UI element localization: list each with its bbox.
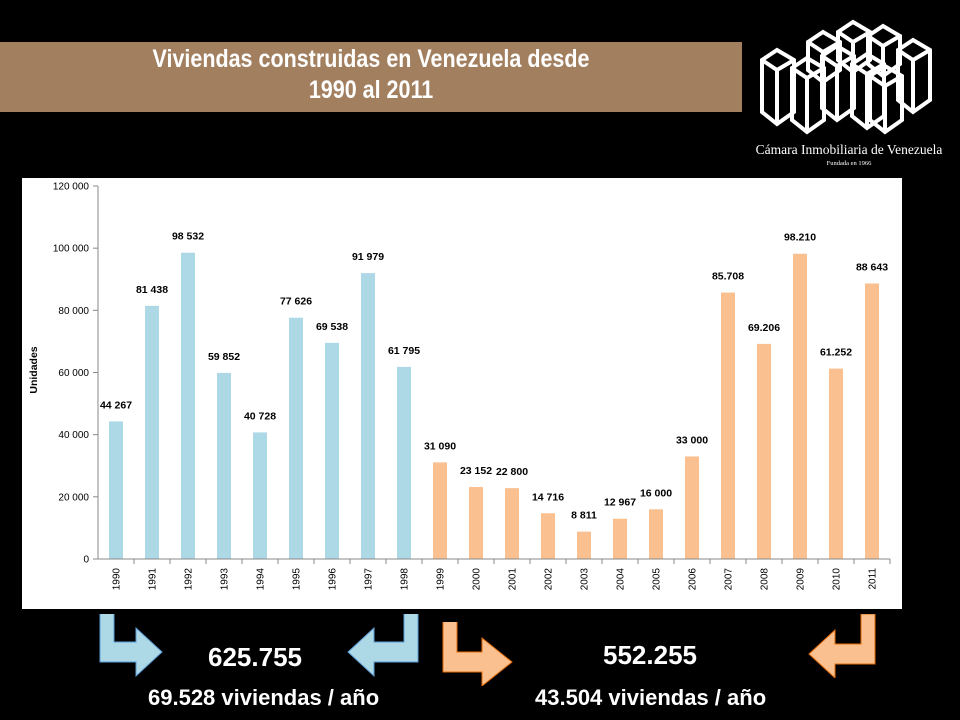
data-label-2007: 85.708 <box>712 271 744 283</box>
bar-2010 <box>829 369 843 559</box>
bar-1999 <box>433 462 447 559</box>
data-label-2009: 98.210 <box>784 232 816 244</box>
chart-title-line-1: Viviendas construidas en Venezuela desde <box>52 44 690 75</box>
bar-1991 <box>145 306 159 559</box>
x-tick-label: 2005 <box>652 568 663 591</box>
x-tick-label: 1994 <box>256 568 267 591</box>
y-tick-label: 120 000 <box>53 182 90 193</box>
bracket-arrow-left-icon <box>96 614 166 678</box>
y-tick-label: 0 <box>83 555 89 566</box>
x-tick-label: 1997 <box>364 568 375 591</box>
x-tick-label: 2001 <box>508 568 519 591</box>
data-label-1991: 81 438 <box>136 284 168 296</box>
bracket-arrow-period2-right-icon <box>805 614 881 678</box>
x-tick-label: 1990 <box>112 568 123 591</box>
bar-2005 <box>649 509 663 559</box>
stacked-cubes-logo-icon <box>748 16 948 146</box>
bar-1998 <box>397 367 411 559</box>
bar-2006 <box>685 456 699 559</box>
data-label-1990: 44 267 <box>100 399 132 411</box>
y-axis-title: Unidades <box>28 346 40 393</box>
chart-title: Viviendas construidas en Venezuela desde… <box>52 44 690 112</box>
data-label-2001: 22 800 <box>496 466 528 478</box>
bar-1996 <box>325 343 339 559</box>
data-label-2000: 23 152 <box>460 465 492 477</box>
bar-2008 <box>757 344 771 559</box>
x-tick-label: 2000 <box>472 568 483 591</box>
data-label-2003: 8 811 <box>571 510 597 522</box>
bracket-arrow-period2-left-icon <box>440 622 516 686</box>
chart-panel: Unidades 0 20 000 40 000 60 000 80 000 100 00… <box>22 178 902 609</box>
x-tick-label: 1992 <box>184 568 195 591</box>
bar-2009 <box>793 254 807 559</box>
data-label-2004: 12 967 <box>604 497 636 509</box>
x-tick-label: 2009 <box>796 568 807 591</box>
x-tick-label: 2004 <box>616 568 627 591</box>
data-label-2005: 16 000 <box>640 487 672 499</box>
x-tick-label: 1995 <box>292 568 303 591</box>
period2-total: 552.255 <box>575 640 725 671</box>
data-label-2011: 88 643 <box>856 261 888 273</box>
data-label-1999: 31 090 <box>424 440 456 452</box>
logo-founded: Fundada en 1966 <box>742 160 956 167</box>
bar-1990 <box>109 421 123 559</box>
data-label-2006: 33 000 <box>676 434 708 446</box>
data-label-1995: 77 626 <box>280 296 312 308</box>
y-tick-label: 20 000 <box>58 492 89 503</box>
bracket-arrow-right-icon <box>346 614 422 678</box>
bar-2000 <box>469 487 483 559</box>
x-tick-label: 1999 <box>436 568 447 591</box>
x-tick-label: 2002 <box>544 568 555 591</box>
y-tick-label: 40 000 <box>58 430 89 441</box>
data-label-2010: 61.252 <box>820 347 852 359</box>
data-label-2008: 69.206 <box>748 322 780 334</box>
logo-name: Cámara Inmobiliaria de Venezuela <box>742 142 956 158</box>
camara-inmobiliaria-logo: Cámara Inmobiliaria de Venezuela Fundada… <box>742 14 960 180</box>
bar-1992 <box>181 253 195 559</box>
y-tick-label: 100 000 <box>53 244 90 255</box>
data-label-1998: 61 795 <box>388 345 420 357</box>
period1-total: 625.755 <box>180 642 330 673</box>
bar-1993 <box>217 373 231 559</box>
bar-chart: Unidades 0 20 000 40 000 60 000 80 000 100 00… <box>22 178 902 609</box>
period1-rate: 69.528 viviendas / año <box>148 685 379 711</box>
bar-1995 <box>289 318 303 559</box>
chart-title-line-2: 1990 al 2011 <box>52 75 690 106</box>
bar-2007 <box>721 293 735 559</box>
bar-2004 <box>613 519 627 559</box>
data-label-1994: 40 728 <box>244 410 276 422</box>
bar-1997 <box>361 273 375 559</box>
bar-1994 <box>253 432 267 559</box>
x-tick-label: 2011 <box>868 568 879 590</box>
x-tick-label: 1998 <box>400 568 411 591</box>
x-tick-label: 2003 <box>580 568 591 591</box>
x-tick-label: 2010 <box>832 568 843 591</box>
y-tick-label: 60 000 <box>58 368 89 379</box>
x-tick-label: 1996 <box>328 568 339 591</box>
x-tick-label: 2007 <box>724 568 735 591</box>
bar-2002 <box>541 513 555 559</box>
data-label-1993: 59 852 <box>208 351 240 363</box>
bar-2003 <box>577 532 591 559</box>
data-label-1996: 69 538 <box>316 321 348 333</box>
y-tick-label: 80 000 <box>58 306 89 317</box>
bar-2011 <box>865 283 879 559</box>
period2-rate: 43.504 viviendas / año <box>535 685 766 711</box>
data-label-2002: 14 716 <box>532 491 564 503</box>
x-tick-label: 2008 <box>760 568 771 591</box>
x-tick-label: 1991 <box>148 568 159 591</box>
data-label-1997: 91 979 <box>352 251 384 263</box>
x-tick-label: 1993 <box>220 568 231 591</box>
bar-2001 <box>505 488 519 559</box>
x-tick-label: 2006 <box>688 568 699 591</box>
data-label-1992: 98 532 <box>172 231 204 243</box>
